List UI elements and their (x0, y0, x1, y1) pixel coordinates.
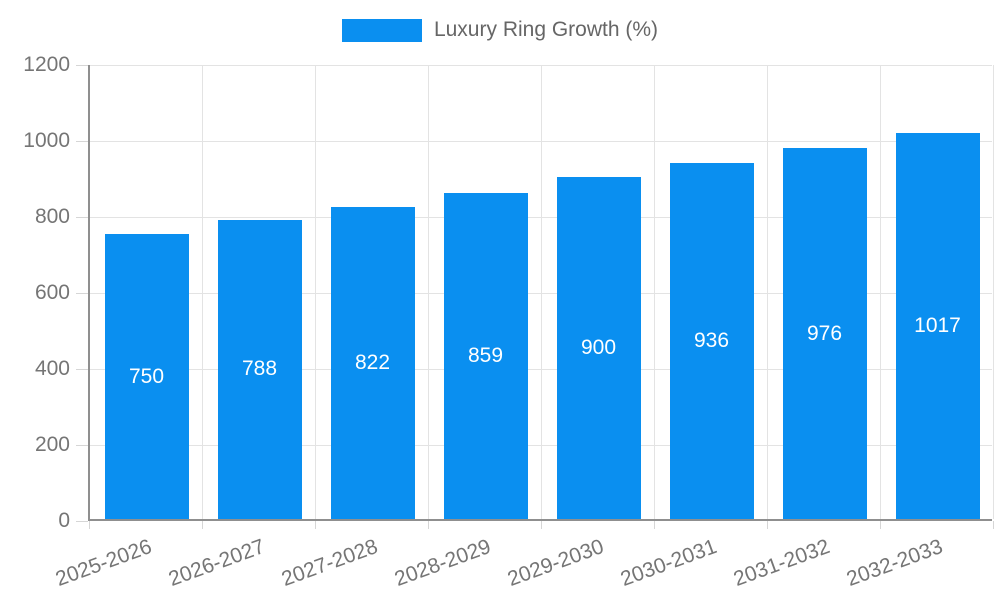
x-axis-label: 2029-2030 (504, 535, 607, 591)
y-axis-label: 1200 (23, 53, 70, 77)
bar-2030-2031[interactable]: 936 (669, 163, 754, 519)
y-axis-label: 600 (34, 281, 70, 305)
x-axis-label: 2028-2029 (391, 535, 494, 591)
y-axis-label: 400 (34, 357, 70, 381)
y-axis-label: 800 (34, 205, 70, 229)
x-axis-label: 2026-2027 (165, 535, 268, 591)
x-gridline (315, 65, 316, 519)
x-axis-tick (767, 521, 768, 529)
bar-2028-2029[interactable]: 859 (443, 192, 528, 519)
x-axis-tick (428, 521, 429, 529)
x-axis-tick (654, 521, 655, 529)
y-axis-tick (76, 520, 88, 522)
plot-area: 0 200 400 600 800 1000 1200 750 788 822 859 900 936 9… (23, 54, 994, 591)
bar-2027-2028[interactable]: 822 (330, 206, 415, 519)
x-gridline (428, 65, 429, 519)
x-gridline (993, 65, 994, 519)
y-axis-tick (76, 292, 88, 294)
y-axis-label: 1000 (23, 129, 70, 153)
bar-value-label: 976 (806, 321, 843, 345)
x-axis-tick (541, 521, 542, 529)
y-axis-tick (76, 64, 88, 66)
bar-value-label: 750 (128, 364, 165, 388)
x-gridline (880, 65, 881, 519)
chart-legend: Luxury Ring Growth (%) (0, 18, 1000, 42)
x-axis-label: 2032-2033 (843, 535, 946, 591)
x-axis-tick (315, 521, 316, 529)
y-axis-label: 0 (58, 509, 70, 533)
bar-2031-2032[interactable]: 976 (782, 148, 867, 519)
x-axis-tick (880, 521, 881, 529)
bar-2026-2027[interactable]: 788 (217, 219, 302, 519)
bar-2025-2026[interactable]: 750 (104, 234, 189, 519)
bar-value-label: 788 (241, 357, 278, 381)
bar-value-label: 900 (580, 336, 617, 359)
bar-2032-2033[interactable]: 1017 (895, 132, 980, 519)
bar-value-label: 936 (693, 329, 730, 353)
x-axis-label: 2025-2026 (52, 535, 155, 591)
bar-value-label: 822 (354, 350, 391, 374)
y-axis-label: 200 (34, 433, 70, 457)
legend-label[interactable]: Luxury Ring Growth (%) (433, 18, 659, 41)
x-gridline (202, 65, 203, 519)
bar-value-label: 859 (467, 343, 504, 367)
x-axis-label: 2031-2032 (730, 535, 833, 591)
y-axis-tick (76, 216, 88, 218)
x-axis-label: 2030-2031 (617, 535, 720, 591)
x-axis-label: 2027-2028 (278, 535, 381, 591)
x-gridline (767, 65, 768, 519)
x-axis-tick (202, 521, 203, 529)
x-axis-tick (89, 521, 90, 529)
y-axis-tick (76, 368, 88, 370)
x-gridline (654, 65, 655, 519)
x-axis-tick (993, 521, 994, 529)
y-axis-tick (76, 140, 88, 142)
legend-swatch[interactable] (341, 18, 422, 42)
x-gridline (541, 65, 542, 519)
y-axis-tick (76, 444, 88, 446)
bar-value-label: 1017 (914, 313, 961, 337)
bar-2029-2030[interactable]: 900 (556, 177, 641, 519)
